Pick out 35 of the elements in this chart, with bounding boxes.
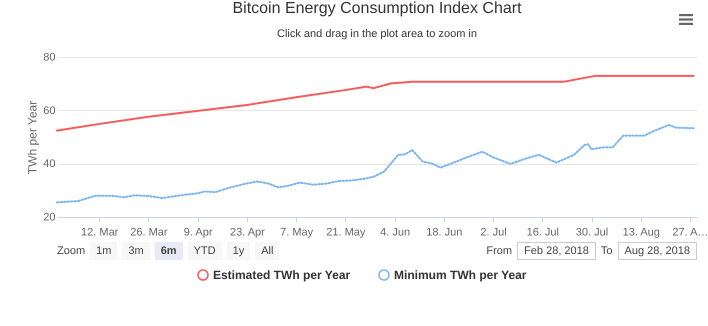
x-tick-label: 7. May <box>280 226 314 238</box>
x-tick-label: 12. Mar <box>81 226 119 238</box>
text: YTD <box>188 242 222 260</box>
text: 3m <box>122 242 150 260</box>
line-series <box>56 124 694 204</box>
text: 6m <box>154 242 183 260</box>
chart-title: Bitcoin Energy Consumption Index Chart <box>232 0 522 17</box>
x-tick-label: 9. Apr <box>184 226 213 238</box>
text: From <box>486 245 512 257</box>
x-tick-label: 23. Apr <box>230 226 266 238</box>
x-tick-label: 18. Jun <box>426 226 462 238</box>
x-tick-label: 26. Mar <box>130 226 168 238</box>
x-tick-label: 13. Aug <box>622 226 660 238</box>
x-tick-label: 4. Jun <box>380 226 410 238</box>
y-tick-label: 20 <box>43 212 56 224</box>
text: 1m <box>90 242 118 260</box>
x-tick-label: 27. A… <box>672 226 708 238</box>
legend-label: Estimated TWh per Year <box>213 268 350 282</box>
text: To <box>600 245 613 257</box>
line-series <box>56 74 694 132</box>
x-tick-label: 2. Jul <box>480 226 507 238</box>
y-axis-title: TWh per Year <box>25 100 40 174</box>
text: 1y <box>226 242 250 260</box>
x-tick-label: 16. Jul <box>526 226 559 238</box>
text: Zoom <box>57 245 86 257</box>
y-tick-label: 80 <box>43 52 56 64</box>
chart-subtitle: Click and drag in the plot area to zoom in <box>277 28 477 40</box>
x-tick-label: 21. May <box>326 226 366 238</box>
text: Feb 28, 2018 <box>517 242 596 260</box>
text: All <box>255 242 280 260</box>
y-tick-label: 40 <box>43 158 56 170</box>
text: Aug 28, 2018 <box>618 242 697 260</box>
x-tick-label: 30. Jul <box>576 226 608 238</box>
legend-label: Minimum TWh per Year <box>394 268 527 282</box>
y-tick-label: 60 <box>43 104 56 117</box>
